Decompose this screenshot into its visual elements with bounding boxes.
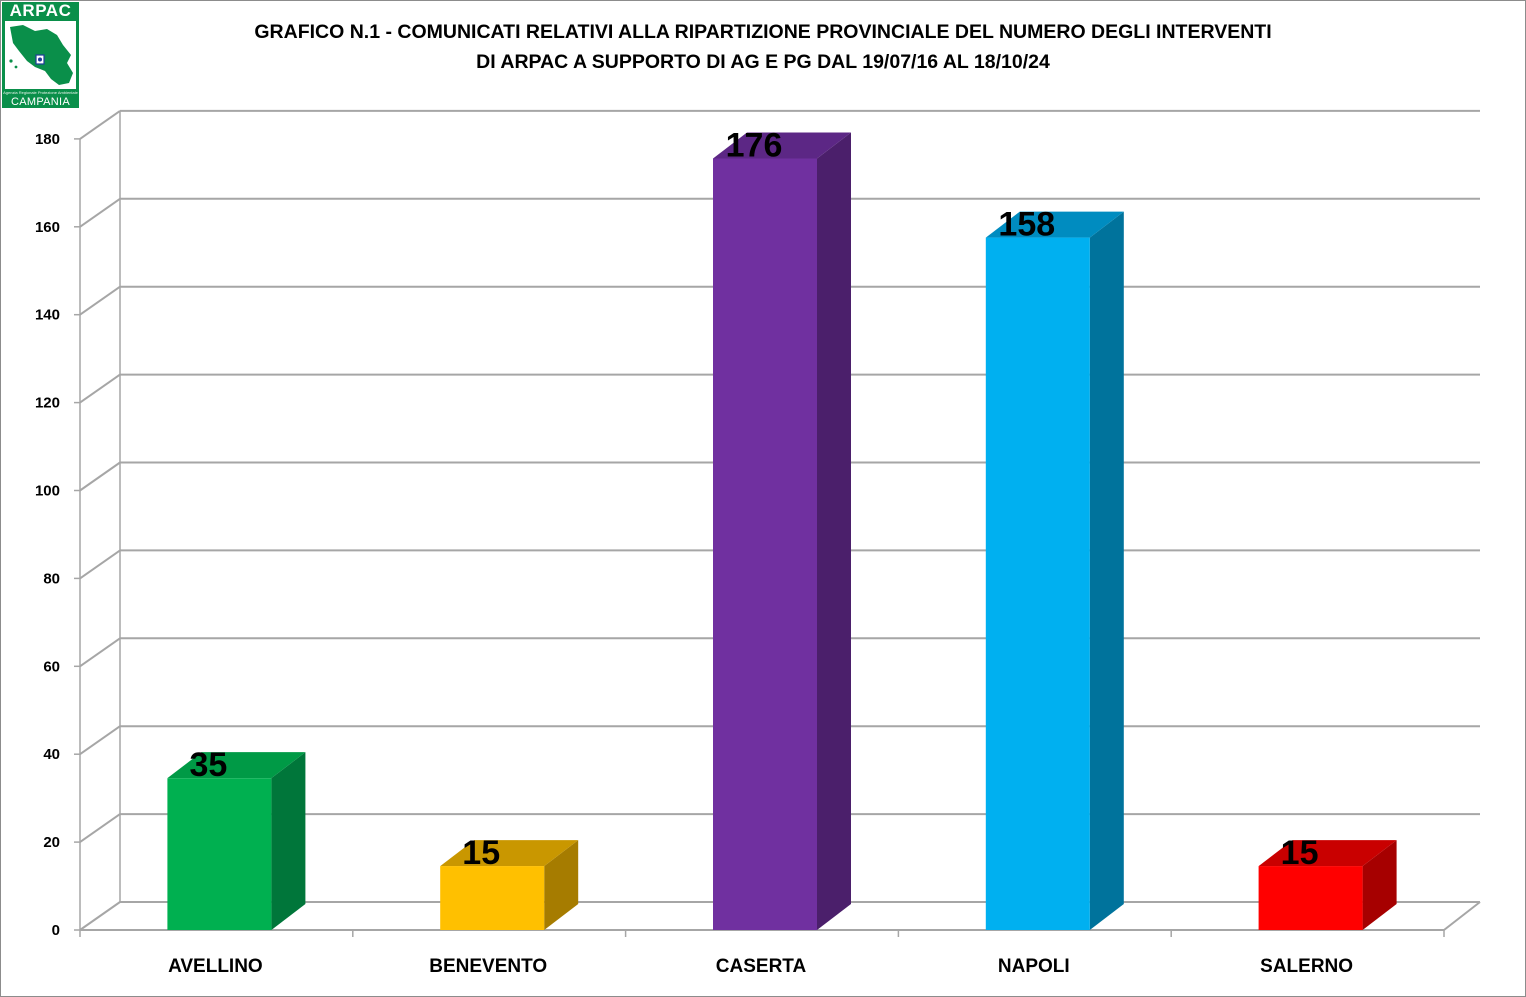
bar-top [985, 211, 1124, 238]
y-tick-label: 80 [43, 570, 60, 587]
y-tick-label: 120 [35, 395, 60, 412]
gridline-depth [79, 549, 121, 580]
bar-top [167, 752, 306, 779]
category-label-benevento: BENEVENTO [429, 956, 547, 977]
chart-title-line2: DI ARPAC A SUPPORTO DI AG E PG DAL 19/07… [476, 51, 1050, 73]
y-tick-label: 20 [43, 834, 60, 851]
gridline-depth [79, 901, 121, 931]
y-tick-label: 100 [35, 483, 60, 500]
data-label-avellino: 35 [189, 746, 227, 784]
campania-map-icon [5, 21, 76, 89]
bar-front [713, 158, 817, 931]
bar-top [1258, 840, 1397, 867]
data-label-benevento: 15 [462, 834, 500, 872]
y-tick-label: 40 [43, 746, 60, 763]
y-tick-label: 180 [35, 131, 60, 148]
bar-benevento [440, 840, 579, 930]
logo-top-text: ARPAC [9, 2, 72, 20]
gridline-depth [79, 813, 121, 843]
bar-side [544, 840, 579, 930]
bar-avellino [167, 752, 306, 930]
gridline-depth [79, 373, 121, 404]
data-label-caserta: 176 [726, 126, 783, 164]
bar-front [167, 778, 272, 930]
bar-caserta [713, 132, 851, 931]
category-label-caserta: CASERTA [716, 956, 807, 977]
y-tick-label: 0 [52, 922, 60, 939]
bar-side [1089, 211, 1124, 931]
bar-top [440, 840, 579, 867]
gridline-depth [79, 725, 121, 756]
data-label-salerno: 15 [1281, 834, 1319, 872]
gridline-depth [79, 285, 121, 316]
bar-front [1258, 866, 1363, 930]
bar-napoli [985, 211, 1124, 931]
data-label-napoli: 158 [998, 206, 1055, 244]
bar-front [985, 237, 1090, 931]
floor-depth-edge [1443, 901, 1481, 931]
gridline-depth [79, 637, 121, 668]
gridline-depth [79, 197, 121, 228]
gridline-depth [79, 461, 121, 492]
y-tick-label: 160 [35, 219, 60, 236]
y-tick-label: 60 [43, 658, 60, 675]
chart-title-line1: GRAFICO N.1 - COMUNICATI RELATIVI ALLA R… [254, 21, 1272, 43]
bars-layer [167, 132, 1397, 931]
bar-side [1362, 840, 1397, 930]
category-label-salerno: SALERNO [1260, 956, 1353, 977]
arpac-logo: ARPAC Agenzia Regionale Protezione Ambie… [2, 2, 79, 108]
bar-front [440, 866, 545, 930]
logo-subtitle: Agenzia Regionale Protezione Ambientale [3, 90, 78, 95]
logo-bottom-text: CAMPANIA [10, 96, 71, 108]
category-label-napoli: NAPOLI [998, 956, 1070, 977]
y-tick-label: 140 [35, 307, 60, 324]
bar-top [713, 132, 851, 159]
category-label-avellino: AVELLINO [168, 956, 263, 977]
labels-layer: 35 15 176 158 15 [189, 126, 1318, 872]
bar-side [271, 752, 306, 930]
bar-salerno [1258, 840, 1397, 930]
bar-side [817, 132, 851, 931]
gridline-depth [79, 110, 121, 140]
